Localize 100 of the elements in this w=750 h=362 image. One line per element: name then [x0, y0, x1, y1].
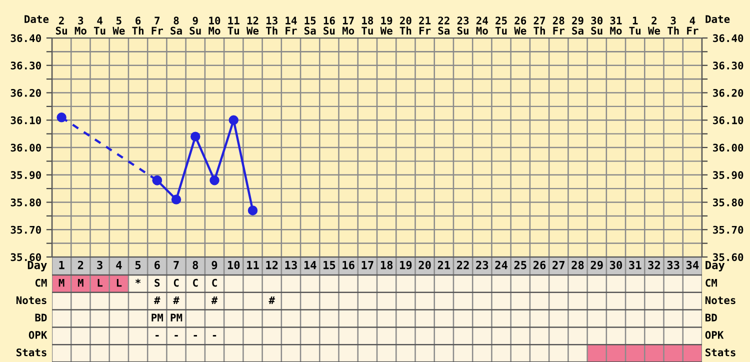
x-tick-label: 7 [174, 260, 179, 270]
x-axis-title: Date [24, 15, 49, 24]
text: - [194, 335, 197, 337]
x-tick-label: 7 Fr [152, 16, 163, 34]
x-tick-label: 3 [97, 260, 102, 270]
x-tick-label: 4 Fr [687, 16, 698, 34]
text: PM [152, 314, 163, 322]
x-tick-label: 29 [590, 260, 603, 270]
y2-tick-label: Notes [16, 296, 46, 304]
x-tick-label: 3 Mo [74, 16, 86, 35]
x-tick-label: 27 Th [534, 16, 545, 34]
x-tick-label: 6 [154, 260, 160, 270]
x-tick-label: 21 [438, 260, 450, 270]
x-tick-label: 5 We [112, 16, 125, 35]
x-tick-label: 32 [648, 260, 660, 270]
y-tick-label: 36.20 [10, 88, 41, 97]
point [248, 206, 258, 216]
y-tick-label: 36.00 [10, 144, 41, 152]
x-tick-label: 11 Tu [228, 16, 240, 35]
x-tick-label: 22 Sa [438, 16, 450, 35]
y-tick-label: 35.60 [10, 253, 41, 262]
text: # [173, 296, 180, 304]
x-tick-label: 4 Tu [94, 16, 106, 35]
x-tick-label: 3 Th [668, 16, 679, 34]
x-tick-label: 19 We [380, 16, 392, 35]
text: M [58, 278, 64, 287]
x-tick-label: 4 [116, 260, 122, 270]
y-tick-label: BD [706, 314, 717, 322]
x-tick-label: 21 Fr [419, 16, 431, 34]
y2-tick-label: Stats [16, 348, 46, 356]
x-tick-label: 15 [324, 260, 336, 270]
x-tick-label: 10 [228, 260, 240, 270]
x-tick-label: 31 Mo [610, 16, 622, 35]
x-tick-label: 19 [400, 260, 412, 270]
x-axis-title: Day [706, 260, 725, 272]
y-tick-label: 35.90 [10, 171, 41, 180]
x-tick-label: 20 [418, 260, 431, 270]
y2-tick-label: 36.40 [713, 34, 744, 42]
point [152, 175, 162, 186]
y-tick-label: Notes [705, 296, 736, 304]
text: Day [28, 260, 47, 272]
x-tick-label: 28 [572, 260, 584, 270]
y2-tick-label: 35.60 [713, 253, 744, 262]
x-tick-label: 33 [667, 260, 680, 270]
x-tick-label: 15 Sa [304, 16, 316, 35]
text: C [193, 278, 198, 287]
point [56, 112, 66, 122]
y-tick-label: Stats [706, 348, 736, 356]
x-tick-label: 9 Su [190, 16, 201, 35]
x-tick-label: 30 Su [591, 16, 602, 35]
text: C [174, 278, 179, 287]
x-tick-label: 34 [686, 260, 699, 270]
x-tick-label: 12 We [246, 16, 259, 35]
x-tick-label: 17 [362, 260, 374, 270]
x-tick-label: 23 [476, 260, 488, 270]
x-tick-label: 5 [135, 260, 141, 270]
text: - [156, 335, 159, 337]
x-tick-label: 8 Sa [170, 16, 182, 35]
x-tick-label: 1 Tu [629, 16, 640, 35]
text: * [136, 278, 141, 284]
point [190, 132, 200, 142]
x-tick-label: 2 [78, 260, 84, 270]
y2-tick-label: 36.30 [713, 62, 744, 70]
y2-tick-label: 35.70 [713, 226, 744, 234]
text: PM [170, 314, 182, 322]
point [171, 194, 182, 204]
y2-tick-label: OPK [28, 331, 48, 339]
x-tick-label: 2 We [648, 16, 660, 35]
x-tick-label: 27 [552, 260, 564, 270]
x-tick-label: 14 Fr [286, 16, 297, 34]
text: # [154, 296, 160, 304]
point [210, 175, 220, 186]
x-tick-label: 9 [212, 260, 218, 270]
x-tick-label: 20 Th [400, 16, 412, 34]
x-tick-label: 13 Th [266, 16, 278, 34]
x-tick-label: 11 [247, 260, 259, 270]
y2-tick-label: 35.80 [713, 198, 744, 206]
x-tick-label: 16 Su [324, 16, 335, 35]
x-tick-label: 2 Su [56, 16, 67, 35]
text: # [268, 296, 275, 304]
x-tick-label: 26 [533, 260, 546, 270]
x-tick-label: 23 Su [457, 16, 469, 35]
text: - [212, 335, 216, 337]
x-tick-label: 29 Sa [572, 16, 584, 35]
x-tick-label: 10 Mo [208, 16, 220, 35]
x-tick-label: 6 Th [132, 16, 144, 34]
x-tick-label: 24 Mo [476, 16, 488, 35]
x-tick-label: 26 We [514, 16, 526, 35]
x-tick-label: 8 [192, 260, 198, 270]
x-tick-label: 14 [304, 260, 316, 270]
y-tick-label: CM [706, 278, 717, 287]
y-tick-label: 35.80 [10, 198, 41, 206]
y2-tick-label: CM [35, 278, 47, 287]
text: C [212, 278, 217, 287]
text: L [98, 278, 103, 287]
x-tick-label: 18 Tu [362, 16, 374, 35]
x-tick-label: 25 Tu [495, 16, 507, 35]
text: L [116, 278, 122, 287]
y2-tick-label: 36.20 [713, 88, 744, 97]
y-tick-label: 35.70 [10, 226, 41, 234]
